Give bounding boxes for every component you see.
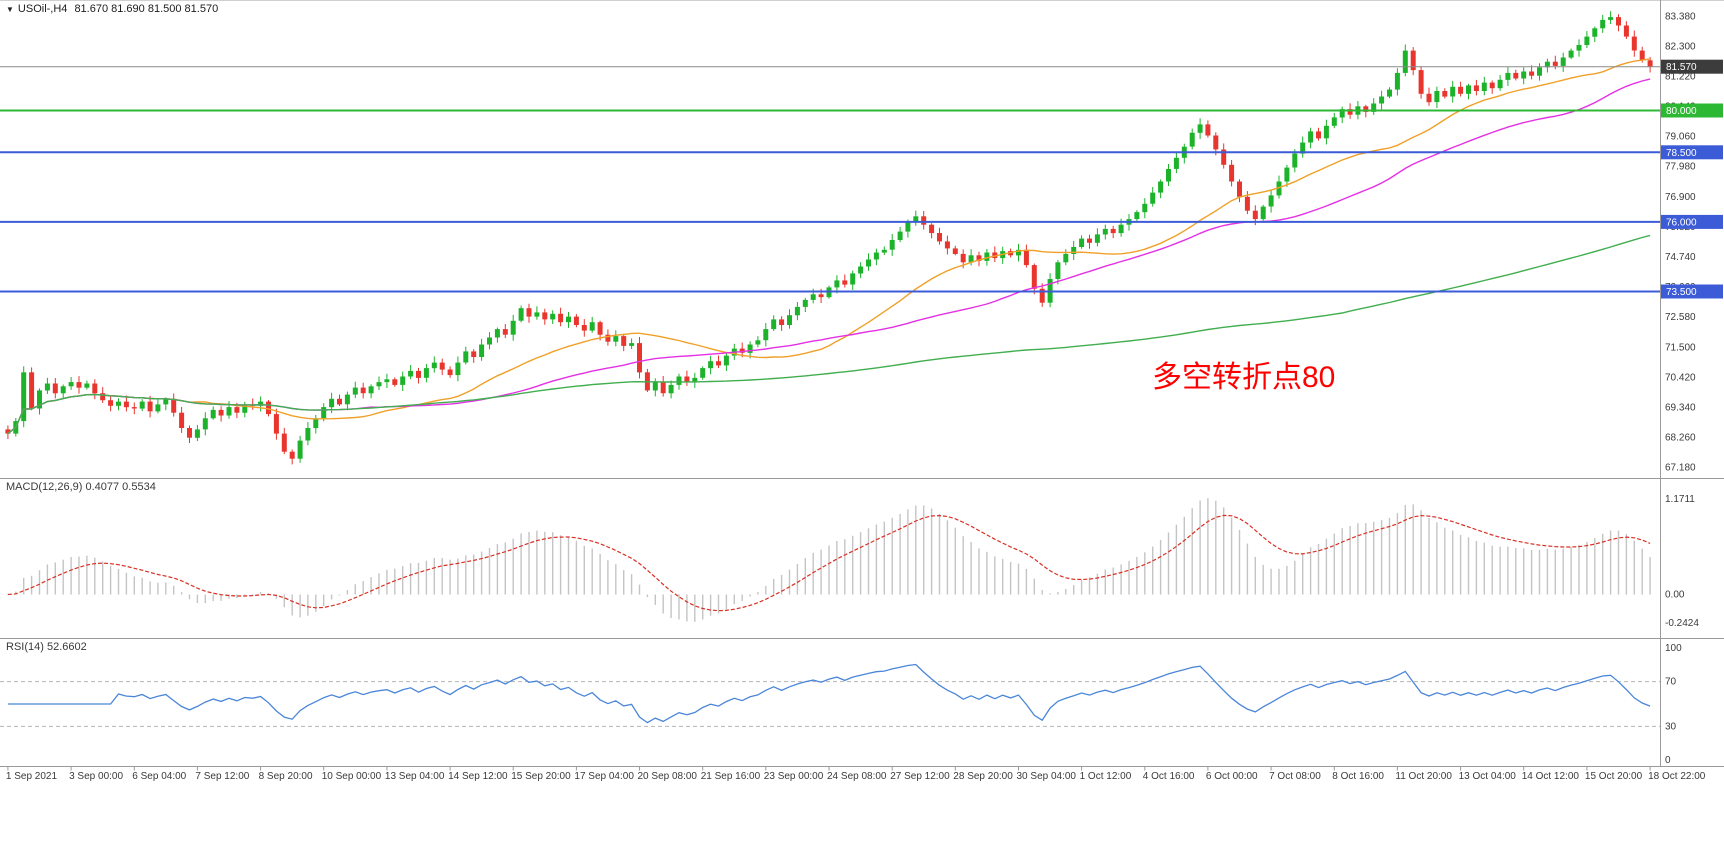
svg-text:30: 30 (1665, 721, 1677, 732)
svg-text:72.580: 72.580 (1665, 312, 1696, 323)
svg-text:80.000: 80.000 (1666, 106, 1697, 117)
macd-panel: 1.1711 0.00 -0.2424 (7, 494, 1699, 629)
svg-text:14 Oct 12:00: 14 Oct 12:00 (1522, 771, 1580, 782)
moving-average-lines (7, 58, 1651, 435)
svg-text:13 Oct 04:00: 13 Oct 04:00 (1459, 771, 1517, 782)
price-badge-76.000 (1661, 214, 1723, 229)
svg-text:3 Sep 00:00: 3 Sep 00:00 (69, 771, 123, 782)
svg-text:81.220: 81.220 (1665, 72, 1696, 83)
svg-text:1 Sep 2021: 1 Sep 2021 (6, 771, 58, 782)
svg-text:20 Sep 08:00: 20 Sep 08:00 (638, 771, 698, 782)
svg-text:1 Oct 12:00: 1 Oct 12:00 (1080, 771, 1132, 782)
svg-text:15 Oct 20:00: 15 Oct 20:00 (1585, 771, 1643, 782)
time-axis: 1 Sep 2021 3 Sep 00:00 6 Sep 04:00 7 Sep 12… (6, 766, 1706, 782)
svg-text:68.260: 68.260 (1665, 433, 1696, 444)
price-level-badges[interactable]: 81.570 80.000 78.500 76.000 73.500 (1661, 59, 1723, 299)
rsi-line (7, 663, 1651, 724)
svg-text:1.1711: 1.1711 (1665, 494, 1695, 505)
panel-separators (0, 0, 1724, 767)
svg-text:78.500: 78.500 (1666, 148, 1697, 159)
svg-text:77.980: 77.980 (1665, 162, 1696, 173)
macd-indicator-label: MACD(12,26,9) 0.4077 0.5534 (6, 481, 156, 493)
svg-text:69.340: 69.340 (1665, 402, 1696, 413)
svg-text:6 Sep 04:00: 6 Sep 04:00 (132, 771, 186, 782)
price-badge-80.000 (1661, 103, 1723, 118)
svg-text:6 Oct 00:00: 6 Oct 00:00 (1206, 771, 1258, 782)
svg-text:76.900: 76.900 (1665, 192, 1696, 203)
chart-title: ▼ USOil-,H4 81.670 81.690 81.500 81.570 (6, 3, 218, 15)
rsi-panel: 100 70 30 0 (0, 643, 1682, 766)
svg-text:81.570: 81.570 (1666, 62, 1697, 73)
svg-text:76.000: 76.000 (1666, 217, 1697, 228)
price-level-lines[interactable] (0, 66, 1660, 293)
macd-signal-line (7, 514, 1651, 612)
symbol-marker-icon[interactable]: ▼ (6, 5, 14, 14)
price-badge-78.500 (1661, 145, 1723, 160)
rsi-indicator-label: RSI(14) 52.6602 (6, 641, 87, 653)
ma-24-line (7, 58, 1651, 435)
price-badge-81.570 (1661, 59, 1723, 74)
svg-text:14 Sep 12:00: 14 Sep 12:00 (448, 771, 508, 782)
svg-text:82.300: 82.300 (1665, 41, 1696, 52)
svg-text:0: 0 (1665, 755, 1671, 766)
price-badge-73.500 (1661, 284, 1723, 299)
candlestick-series (5, 11, 1653, 465)
symbol-period-label: USOil-,H4 (17, 3, 68, 15)
svg-text:8 Oct 16:00: 8 Oct 16:00 (1332, 771, 1384, 782)
svg-text:23 Sep 00:00: 23 Sep 00:00 (764, 771, 824, 782)
svg-text:13 Sep 04:00: 13 Sep 04:00 (385, 771, 445, 782)
svg-text:7 Oct 08:00: 7 Oct 08:00 (1269, 771, 1321, 782)
annotation-text[interactable]: 多空转折点80 (1152, 361, 1336, 394)
svg-text:27 Sep 12:00: 27 Sep 12:00 (890, 771, 950, 782)
svg-text:21 Sep 16:00: 21 Sep 16:00 (701, 771, 761, 782)
svg-text:71.500: 71.500 (1665, 342, 1696, 353)
svg-text:18 Oct 22:00: 18 Oct 22:00 (1648, 771, 1706, 782)
svg-text:70: 70 (1665, 677, 1677, 688)
svg-text:10 Sep 00:00: 10 Sep 00:00 (322, 771, 382, 782)
svg-text:24 Sep 08:00: 24 Sep 08:00 (827, 771, 887, 782)
svg-text:11 Oct 20:00: 11 Oct 20:00 (1395, 771, 1452, 782)
svg-text:-0.2424: -0.2424 (1665, 618, 1699, 629)
svg-text:8 Sep 20:00: 8 Sep 20:00 (259, 771, 313, 782)
svg-text:67.180: 67.180 (1665, 463, 1696, 474)
svg-text:17 Sep 04:00: 17 Sep 04:00 (574, 771, 634, 782)
svg-text:4 Oct 16:00: 4 Oct 16:00 (1143, 771, 1195, 782)
svg-text:7 Sep 12:00: 7 Sep 12:00 (195, 771, 249, 782)
svg-text:73.500: 73.500 (1666, 287, 1697, 298)
svg-text:28 Sep 20:00: 28 Sep 20:00 (953, 771, 1013, 782)
svg-text:0.00: 0.00 (1665, 590, 1685, 601)
svg-text:70.420: 70.420 (1665, 372, 1696, 383)
ohlc-values: 81.670 81.690 81.500 81.570 (74, 3, 219, 15)
svg-text:83.380: 83.380 (1665, 11, 1696, 22)
svg-text:15 Sep 20:00: 15 Sep 20:00 (511, 771, 571, 782)
svg-text:30 Sep 04:00: 30 Sep 04:00 (1017, 771, 1077, 782)
ma-170-line (7, 234, 1651, 435)
price-axis-labels: 83.38082.30081.22080.14079.06077.98076.9… (1665, 11, 1696, 473)
svg-text:74.740: 74.740 (1665, 252, 1696, 263)
svg-text:100: 100 (1665, 643, 1682, 654)
ma-45-line (7, 78, 1651, 435)
svg-text:79.060: 79.060 (1665, 132, 1696, 143)
